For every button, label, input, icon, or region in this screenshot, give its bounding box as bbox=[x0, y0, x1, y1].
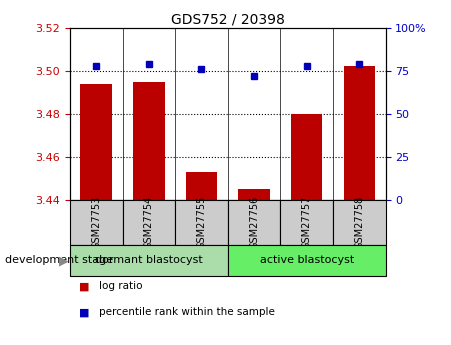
Bar bbox=[291, 114, 322, 200]
Bar bbox=[70, 200, 123, 245]
Text: ■: ■ bbox=[79, 282, 89, 291]
Bar bbox=[175, 200, 228, 245]
Bar bbox=[344, 67, 375, 200]
Text: GSM27755: GSM27755 bbox=[197, 196, 207, 249]
Text: ■: ■ bbox=[79, 307, 89, 317]
Bar bbox=[70, 245, 228, 276]
Text: log ratio: log ratio bbox=[99, 282, 143, 291]
Bar bbox=[228, 245, 386, 276]
Bar bbox=[238, 189, 270, 200]
Bar bbox=[123, 200, 175, 245]
Text: active blastocyst: active blastocyst bbox=[260, 256, 354, 265]
Text: GSM27757: GSM27757 bbox=[302, 196, 312, 249]
Text: dormant blastocyst: dormant blastocyst bbox=[95, 256, 202, 265]
Text: GSM27756: GSM27756 bbox=[249, 196, 259, 249]
Title: GDS752 / 20398: GDS752 / 20398 bbox=[171, 12, 285, 27]
Bar bbox=[186, 172, 217, 200]
Text: development stage: development stage bbox=[5, 256, 113, 265]
Text: GSM27754: GSM27754 bbox=[144, 196, 154, 249]
Text: percentile rank within the sample: percentile rank within the sample bbox=[99, 307, 275, 317]
Text: ▶: ▶ bbox=[59, 254, 68, 267]
Bar bbox=[228, 200, 281, 245]
Bar bbox=[80, 84, 112, 200]
Bar bbox=[133, 81, 165, 200]
Text: GSM27758: GSM27758 bbox=[354, 196, 364, 249]
Text: GSM27753: GSM27753 bbox=[91, 196, 101, 249]
Bar bbox=[333, 200, 386, 245]
Bar bbox=[281, 200, 333, 245]
